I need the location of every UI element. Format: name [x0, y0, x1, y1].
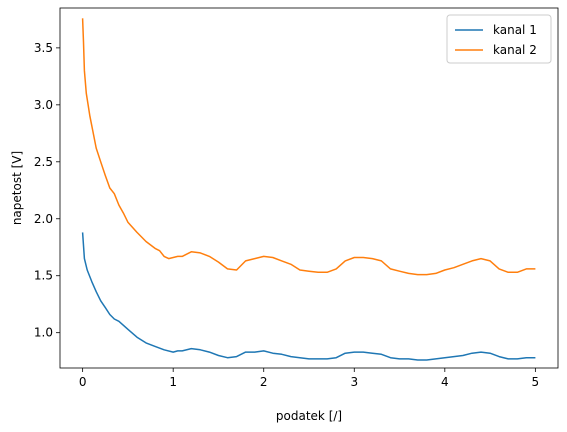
x-tick-label: 3 [350, 375, 358, 389]
x-tick-label: 1 [169, 375, 177, 389]
x-ticks: 0 1 2 3 4 5 [79, 368, 539, 389]
y-tick-label: 2.5 [34, 155, 53, 169]
x-tick-label: 4 [441, 375, 449, 389]
x-tick-label: 5 [532, 375, 540, 389]
y-ticks: 1.0 1.5 2.0 2.5 3.0 3.5 [34, 41, 60, 340]
series-line-1 [81, 232, 536, 361]
y-tick-label: 1.5 [34, 269, 53, 283]
legend-label-2: kanal 2 [493, 43, 537, 57]
y-tick-label: 1.0 [34, 326, 53, 340]
legend-box [446, 14, 552, 64]
legend: kanal 1 kanal 2 [446, 14, 552, 64]
x-tick-label: 2 [260, 375, 268, 389]
y-tick-label: 3.5 [34, 41, 53, 55]
series-line-2 [81, 18, 536, 276]
x-tick-label: 0 [79, 375, 87, 389]
plot-frame [59, 7, 559, 369]
legend-label-1: kanal 1 [493, 23, 537, 37]
y-tick-label: 3.0 [34, 98, 53, 112]
y-tick-label: 2.0 [34, 212, 53, 226]
series-layer [81, 18, 536, 361]
x-axis-label: podatek [/] [276, 409, 342, 423]
y-axis-label: napetost [V] [10, 151, 24, 225]
